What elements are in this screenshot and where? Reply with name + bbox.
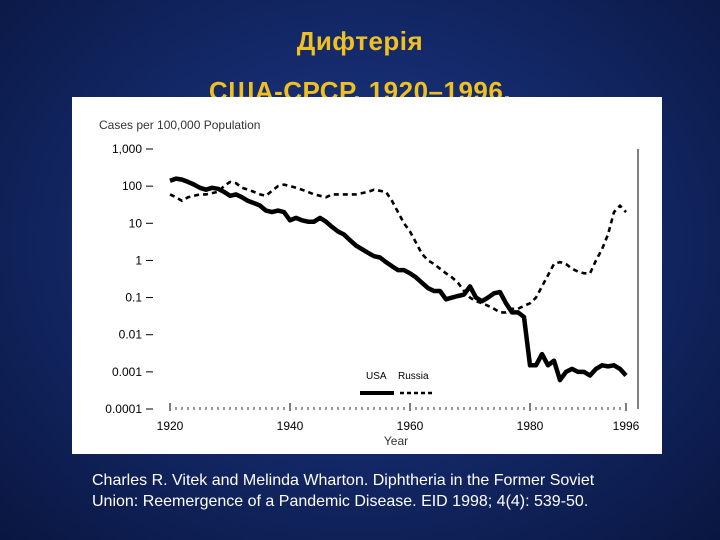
y-tick-label: 10 <box>129 216 143 230</box>
x-tick-label: 1920 <box>157 419 184 433</box>
chart-panel: Cases per 100,000 Population 1,000 100 10 1… <box>72 97 662 454</box>
y-tick-label: 1,000 <box>112 142 142 156</box>
y-tick-label: 0.001 <box>112 365 142 379</box>
series-line-russia <box>169 180 627 314</box>
slide-title: Дифтерія <box>296 26 424 56</box>
y-tick-label: 100 <box>122 179 142 193</box>
legend: USA Russia <box>360 371 434 395</box>
x-tick-label: 1960 <box>397 419 424 433</box>
y-unit-label: Cases per 100,000 Population <box>99 118 260 132</box>
citation-line-1: Charles R. Vitek and Melinda Wharton. Di… <box>92 472 595 489</box>
x-axis: 1920 1940 1960 1980 1996 <box>157 403 640 433</box>
y-axis: 1,000 100 10 1 0.1 0.01 0.001 0.0001 <box>105 142 153 416</box>
citation: Charles R. Vitek and Melinda Wharton. Di… <box>92 470 692 512</box>
x-tick-label: 1980 <box>517 419 544 433</box>
y-tick-label: 0.01 <box>119 328 143 342</box>
citation-line-2: Union: Reemergence of a Pandemic Disease… <box>92 493 589 510</box>
x-tick-label: 1940 <box>277 419 304 433</box>
y-tick-label: 0.0001 <box>105 402 142 416</box>
y-tick-label: 0.1 <box>125 291 142 305</box>
legend-label-russia: Russia <box>398 371 429 382</box>
legend-label-usa: USA <box>366 371 387 382</box>
series-layer <box>169 176 628 383</box>
series-line-usa <box>169 176 628 383</box>
line-chart: Cases per 100,000 Population 1,000100101… <box>99 118 640 448</box>
y-tick-label: 1 <box>135 253 142 267</box>
x-axis-label: Year <box>384 434 408 448</box>
x-tick-label: 1996 <box>613 419 640 433</box>
